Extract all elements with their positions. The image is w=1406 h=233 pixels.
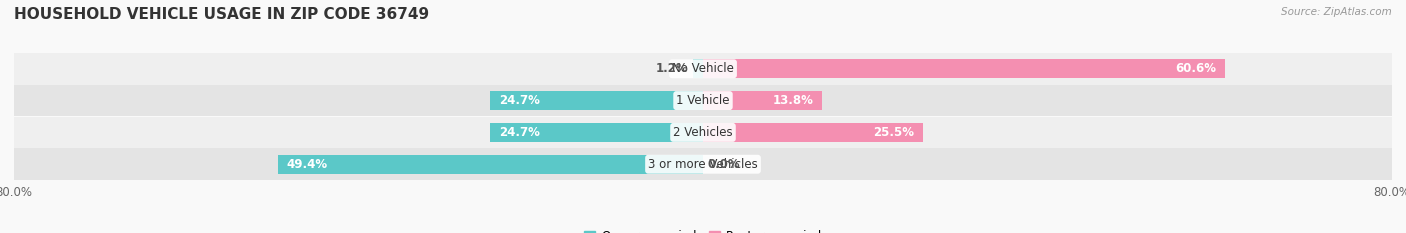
Bar <box>703 91 823 110</box>
Text: HOUSEHOLD VEHICLE USAGE IN ZIP CODE 36749: HOUSEHOLD VEHICLE USAGE IN ZIP CODE 3674… <box>14 7 429 22</box>
Text: 2 Vehicles: 2 Vehicles <box>673 126 733 139</box>
Bar <box>14 53 1392 85</box>
Legend: Owner-occupied, Renter-occupied: Owner-occupied, Renter-occupied <box>579 225 827 233</box>
Text: 3 or more Vehicles: 3 or more Vehicles <box>648 158 758 171</box>
Text: Source: ZipAtlas.com: Source: ZipAtlas.com <box>1281 7 1392 17</box>
Bar <box>703 59 1225 78</box>
Text: 60.6%: 60.6% <box>1175 62 1216 75</box>
Bar <box>14 85 1392 116</box>
Text: 24.7%: 24.7% <box>499 94 540 107</box>
Bar <box>14 116 1392 148</box>
Bar <box>14 148 1392 180</box>
Bar <box>491 123 703 142</box>
Text: 1.2%: 1.2% <box>655 62 689 75</box>
Bar <box>491 91 703 110</box>
Bar <box>703 123 922 142</box>
Text: 25.5%: 25.5% <box>873 126 914 139</box>
Bar <box>693 59 703 78</box>
Text: 0.0%: 0.0% <box>707 158 740 171</box>
Text: 13.8%: 13.8% <box>772 94 813 107</box>
Text: 1 Vehicle: 1 Vehicle <box>676 94 730 107</box>
Text: 49.4%: 49.4% <box>287 158 328 171</box>
Bar <box>277 155 703 174</box>
Text: No Vehicle: No Vehicle <box>672 62 734 75</box>
Text: 24.7%: 24.7% <box>499 126 540 139</box>
